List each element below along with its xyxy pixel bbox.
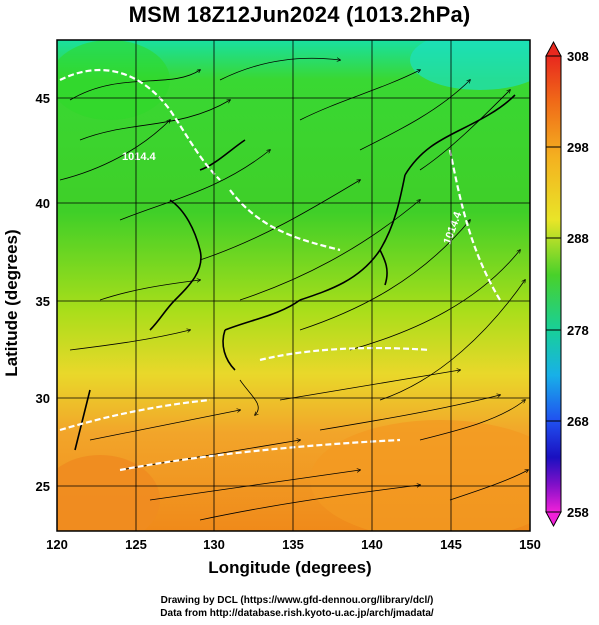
y-tick-label: 25	[36, 479, 50, 494]
y-tick-label: 35	[36, 294, 50, 309]
x-tick-label: 145	[440, 537, 462, 552]
y-tick-label: 45	[36, 91, 50, 106]
colorbar-max-arrow	[545, 40, 562, 57]
y-tick-labels: 25 30 35 40 45	[36, 91, 50, 494]
coastlines	[74, 94, 516, 451]
y-tick-label: 40	[36, 196, 50, 211]
y-tick-label: 30	[36, 391, 50, 406]
credit-data: Data from http://database.rish.kyoto-u.a…	[160, 608, 434, 619]
plot-frame	[56, 39, 531, 532]
x-tick-label: 125	[125, 537, 147, 552]
x-tick-labels: 120 125 130 135 140 145 150	[46, 537, 541, 552]
x-tick-label: 150	[519, 537, 541, 552]
y-axis-label: Latitude (degrees)	[2, 229, 21, 377]
map-title: MSM 18Z12Jun2024 (1013.2hPa)	[128, 2, 471, 27]
x-tick-label: 120	[46, 537, 68, 552]
colorbar-tick-label: 278	[567, 323, 589, 338]
colorbar-min-arrow	[545, 511, 562, 528]
x-tick-label: 135	[282, 537, 304, 552]
credits: Drawing by DCL (https://www.gfd-dennou.o…	[0, 594, 599, 620]
credit-drawing: Drawing by DCL (https://www.gfd-dennou.o…	[160, 595, 434, 606]
x-tick-label: 140	[361, 537, 383, 552]
x-tick-label: 130	[203, 537, 225, 552]
colorbar-tick-label: 288	[567, 231, 589, 246]
colorbar: 308 298 288 278 268 258	[545, 40, 589, 528]
wind-streamlines	[59, 58, 528, 521]
colorbar-tick-label: 268	[567, 414, 589, 429]
colorbar-tick-label: 258	[567, 505, 589, 520]
isobars	[59, 68, 501, 472]
x-axis-label: Longitude (degrees)	[208, 558, 372, 577]
colorbar-tick-label: 298	[567, 140, 589, 155]
map-grid	[57, 40, 530, 531]
contour-label: 1014.4	[122, 151, 157, 163]
temperature-field	[57, 40, 530, 531]
colorbar-tick-label: 308	[567, 49, 589, 64]
